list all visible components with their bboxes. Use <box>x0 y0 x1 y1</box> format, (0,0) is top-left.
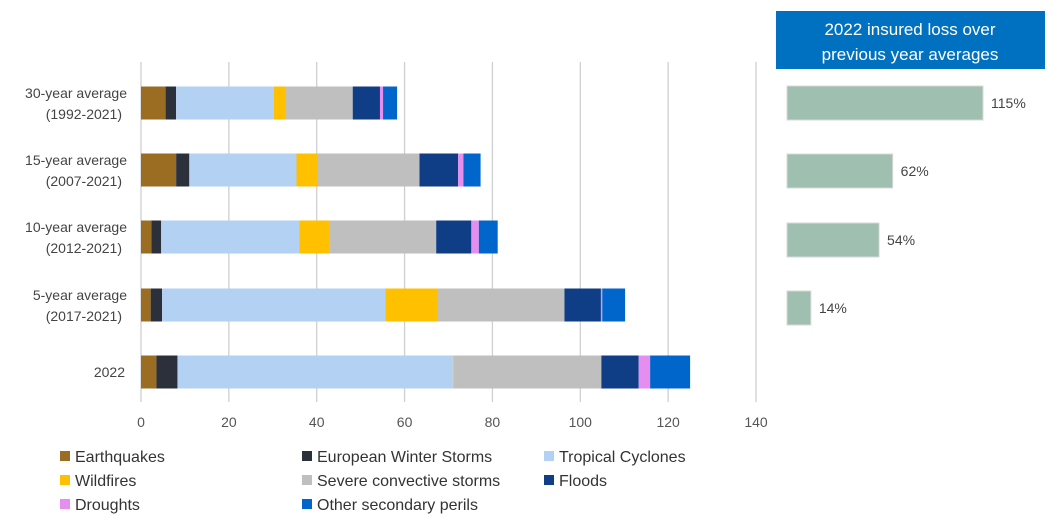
category-label: (2017-2021) <box>46 308 122 324</box>
bar-segment-wildfires <box>299 220 330 254</box>
legend-swatch <box>60 499 70 509</box>
bar-segment-european-winter-storms <box>150 288 163 322</box>
x-tick-label: 140 <box>744 414 768 430</box>
bar-segment-droughts <box>458 153 464 187</box>
bar-segment-floods <box>564 288 601 322</box>
legend-swatch <box>60 475 70 485</box>
bar-segment-severe-convective-storms <box>437 288 565 322</box>
bar-segment-tropical-cyclones <box>162 288 386 322</box>
bar-segment-other-secondary-perils <box>602 288 626 322</box>
bar-segment-earthquakes <box>141 220 152 254</box>
bar-segment-earthquakes <box>141 153 177 187</box>
x-tick-label: 20 <box>221 414 237 430</box>
legend-swatch <box>544 451 554 461</box>
legend-swatch <box>60 451 70 461</box>
x-tick-label: 60 <box>397 414 413 430</box>
legend-swatch <box>302 475 312 485</box>
panel-title-box <box>776 11 1045 69</box>
bar-segment-severe-convective-storms <box>318 153 420 187</box>
bar-segment-severe-convective-storms <box>453 355 602 389</box>
comparison-bar <box>786 222 880 258</box>
bar-segment-wildfires <box>385 288 438 322</box>
comparison-bar <box>786 85 984 121</box>
bar-segment-earthquakes <box>141 288 151 322</box>
bar-segment-droughts <box>600 288 603 322</box>
bar-segment-european-winter-storms <box>156 355 178 389</box>
x-tick-label: 120 <box>656 414 680 430</box>
legend-label: Wildfires <box>75 473 136 490</box>
category-label: 5-year average <box>33 287 127 303</box>
category-label: (2012-2021) <box>46 240 122 256</box>
legend-label: Severe convective storms <box>317 473 500 490</box>
panel-title: 2022 insured loss over <box>824 20 995 39</box>
comparison-label: 54% <box>887 232 915 248</box>
bar-segment-earthquakes <box>141 355 157 389</box>
comparison-label: 115% <box>991 95 1026 111</box>
bar-segment-european-winter-storms <box>151 220 162 254</box>
x-tick-label: 100 <box>569 414 593 430</box>
bar-segment-floods <box>601 355 639 389</box>
comparison-bar <box>786 153 894 189</box>
legend-label: Tropical Cyclones <box>559 449 686 466</box>
category-label: (1992-2021) <box>46 106 122 122</box>
category-label: 15-year average <box>25 152 127 168</box>
legend-label: Floods <box>559 473 607 490</box>
bar-segment-floods <box>436 220 472 254</box>
comparison-label: 14% <box>819 300 847 316</box>
x-tick-label: 80 <box>485 414 501 430</box>
legend-label: Other secondary perils <box>317 497 478 514</box>
bar-segment-wildfires <box>296 153 319 187</box>
bar-segment-droughts <box>379 86 384 120</box>
category-label: 10-year average <box>25 219 127 235</box>
category-label: (2007-2021) <box>46 173 122 189</box>
bar-segment-tropical-cyclones <box>177 355 453 389</box>
comparison-label: 62% <box>901 163 929 179</box>
category-label: 30-year average <box>25 85 127 101</box>
bar-segment-wildfires <box>452 355 454 389</box>
legend-label: Earthquakes <box>75 449 165 466</box>
bar-segment-earthquakes <box>141 86 166 120</box>
bar-segment-other-secondary-perils <box>478 220 498 254</box>
x-tick-label: 0 <box>137 414 145 430</box>
bar-segment-floods <box>352 86 380 120</box>
bar-segment-other-secondary-perils <box>383 86 398 120</box>
legend-label: Droughts <box>75 497 140 514</box>
bar-segment-european-winter-storms <box>176 153 190 187</box>
bar-segment-european-winter-storms <box>165 86 177 120</box>
bar-segment-tropical-cyclones <box>161 220 300 254</box>
bar-segment-other-secondary-perils <box>650 355 691 389</box>
bar-segment-tropical-cyclones <box>189 153 297 187</box>
legend-label: European Winter Storms <box>317 449 492 466</box>
bar-segment-severe-convective-storms <box>285 86 353 120</box>
legend-swatch <box>544 475 554 485</box>
comparison-bar <box>786 290 812 326</box>
legend-swatch <box>302 451 312 461</box>
legend-swatch <box>302 499 312 509</box>
x-tick-label: 40 <box>309 414 325 430</box>
bar-segment-wildfires <box>273 86 286 120</box>
category-label: 2022 <box>94 364 125 380</box>
bar-segment-droughts <box>471 220 479 254</box>
bar-segment-floods <box>419 153 459 187</box>
panel-title: previous year averages <box>822 45 999 64</box>
bar-segment-other-secondary-perils <box>463 153 481 187</box>
bar-segment-tropical-cyclones <box>176 86 274 120</box>
bar-segment-droughts <box>638 355 651 389</box>
bar-segment-severe-convective-storms <box>329 220 437 254</box>
